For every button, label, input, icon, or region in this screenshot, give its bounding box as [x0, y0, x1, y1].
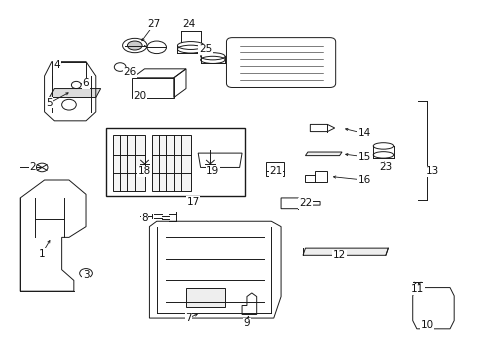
Text: 27: 27 [147, 19, 161, 29]
Text: 24: 24 [182, 19, 195, 29]
Text: 11: 11 [410, 284, 424, 294]
Text: 5: 5 [46, 98, 53, 108]
Bar [105, 128, 244, 196]
Text: 6: 6 [82, 78, 89, 88]
Text: 4: 4 [53, 60, 60, 70]
Text: 3: 3 [82, 270, 89, 280]
Polygon shape [113, 135, 144, 191]
Text: 12: 12 [332, 250, 346, 260]
Text: 8: 8 [141, 213, 147, 222]
Polygon shape [305, 152, 341, 156]
Polygon shape [303, 248, 387, 255]
Text: 2: 2 [29, 162, 36, 172]
Text: 20: 20 [133, 91, 146, 101]
Text: 9: 9 [243, 319, 250, 328]
Text: 15: 15 [357, 152, 370, 162]
Text: 1: 1 [39, 248, 45, 258]
Text: 14: 14 [357, 129, 370, 138]
Text: 13: 13 [425, 166, 438, 176]
Text: 16: 16 [357, 175, 370, 185]
Text: 10: 10 [420, 320, 433, 330]
Text: 22: 22 [298, 198, 311, 208]
Polygon shape [152, 135, 190, 191]
Text: 25: 25 [199, 44, 212, 54]
Text: 17: 17 [186, 197, 200, 207]
Bar [266, 162, 283, 176]
Bar [185, 288, 224, 307]
Text: 23: 23 [379, 162, 392, 172]
Text: 21: 21 [269, 166, 282, 176]
Bar [132, 78, 173, 98]
Text: 19: 19 [206, 166, 219, 176]
Text: 7: 7 [185, 313, 191, 323]
Polygon shape [49, 89, 101, 98]
Text: 18: 18 [138, 166, 151, 176]
Ellipse shape [127, 41, 142, 50]
Text: 26: 26 [123, 67, 136, 77]
